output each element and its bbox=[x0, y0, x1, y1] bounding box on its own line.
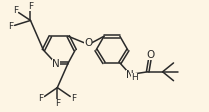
Text: F: F bbox=[13, 6, 18, 15]
Text: O: O bbox=[147, 50, 155, 60]
Text: N: N bbox=[52, 59, 60, 69]
Text: F: F bbox=[39, 94, 44, 103]
Text: F: F bbox=[71, 94, 76, 103]
Text: O: O bbox=[84, 38, 92, 48]
Text: F: F bbox=[8, 22, 13, 31]
Text: F: F bbox=[55, 99, 60, 108]
Text: F: F bbox=[28, 2, 33, 11]
Text: H: H bbox=[131, 73, 138, 82]
Text: N: N bbox=[126, 70, 134, 80]
